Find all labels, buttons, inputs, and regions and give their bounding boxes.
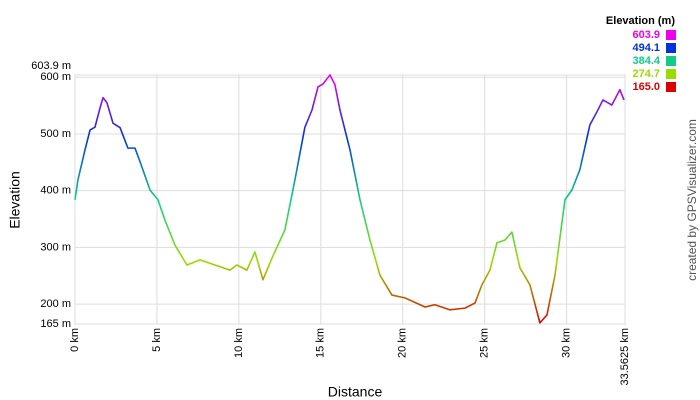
legend-label: 165.0 [632, 81, 660, 93]
y-tick-label: 200 m [40, 298, 71, 310]
x-tick-label: 25 km [479, 328, 491, 358]
y-tick-label: 603.9 m [31, 60, 71, 72]
y-tick-label: 165 m [40, 318, 71, 330]
credit: created by GPSVisualizer.com [685, 119, 699, 281]
legend-swatch [666, 56, 676, 66]
legend-swatch [666, 82, 676, 92]
x-tick-label: 10 km [233, 328, 245, 358]
legend-swatch [666, 43, 676, 53]
legend-label: 384.4 [632, 55, 660, 67]
x-tick-label: 5 km [151, 328, 163, 352]
legend-label: 274.7 [632, 68, 660, 80]
y-tick-label: 300 m [40, 241, 71, 253]
legend-label: 603.9 [632, 29, 660, 41]
legend-swatch [666, 69, 676, 79]
y-tick-label: 400 m [40, 185, 71, 197]
legend-title: Elevation (m) [606, 15, 675, 27]
x-tick-label: 33.5625 km [619, 328, 631, 385]
plot-area [74, 74, 626, 325]
x-tick-label: 30 km [561, 328, 573, 358]
legend-label: 494.1 [632, 42, 660, 54]
x-axis-title: Distance [328, 384, 383, 400]
y-axis-title: Elevation [7, 171, 23, 229]
x-tick-label: 15 km [315, 328, 327, 358]
elevation-line [74, 74, 625, 324]
y-tick-label: 500 m [40, 128, 71, 140]
legend-swatch [666, 30, 676, 40]
y-tick-label: 600 m [40, 71, 71, 83]
x-tick-label: 20 km [397, 328, 409, 358]
x-tick-label: 0 km [69, 328, 81, 352]
